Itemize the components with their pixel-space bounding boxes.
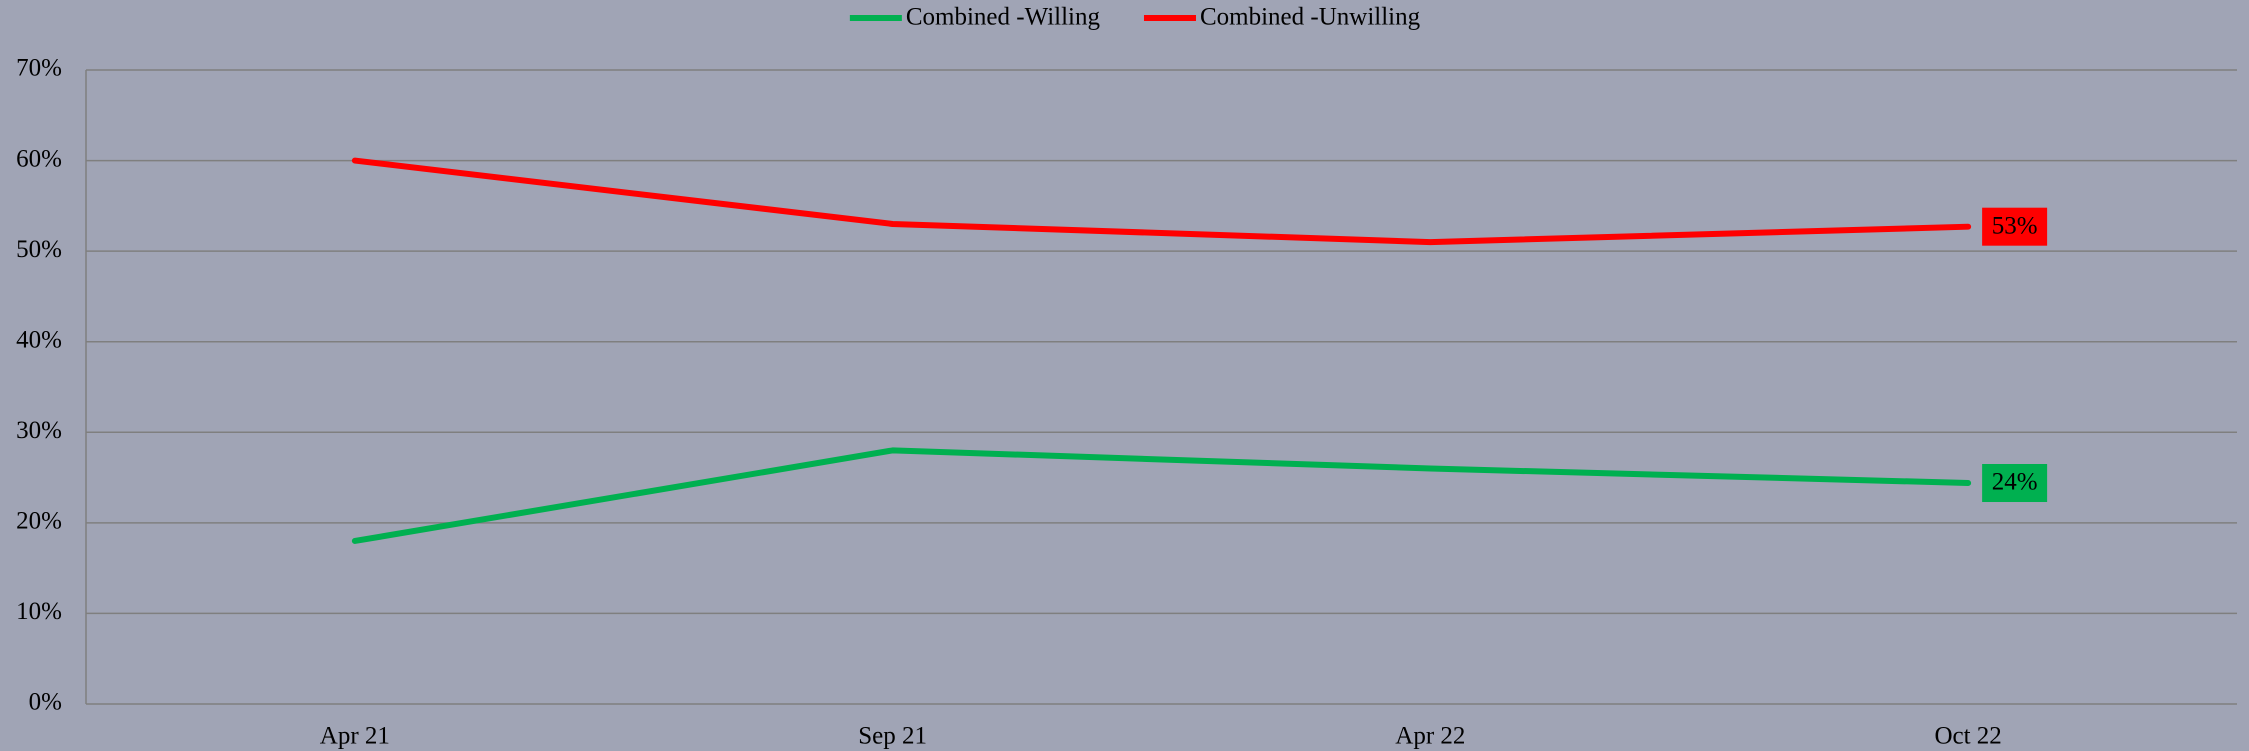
legend-label: Combined -Willing	[906, 4, 1101, 31]
legend-label: Combined -Unwilling	[1200, 4, 1421, 31]
x-tick-label: Sep 21	[858, 723, 927, 750]
value-label: 53%	[1992, 212, 2038, 239]
y-tick-label: 10%	[16, 598, 62, 625]
value-label: 24%	[1992, 469, 2038, 496]
value-label-box	[1982, 207, 2048, 246]
series-line	[351, 447, 1972, 544]
series-line	[351, 157, 1972, 246]
value-label-box	[1982, 464, 2048, 503]
y-tick-label: 0%	[29, 689, 62, 716]
y-tick-label: 20%	[16, 508, 62, 535]
y-tick-label: 70%	[16, 55, 62, 82]
x-tick-label: Apr 22	[1395, 723, 1465, 750]
y-tick-label: 30%	[16, 417, 62, 444]
x-tick-label: Oct 22	[1934, 723, 2001, 750]
y-tick-label: 60%	[16, 145, 62, 172]
y-tick-label: 40%	[16, 326, 62, 353]
y-tick-label: 50%	[16, 236, 62, 263]
x-tick-label: Apr 21	[320, 723, 390, 750]
